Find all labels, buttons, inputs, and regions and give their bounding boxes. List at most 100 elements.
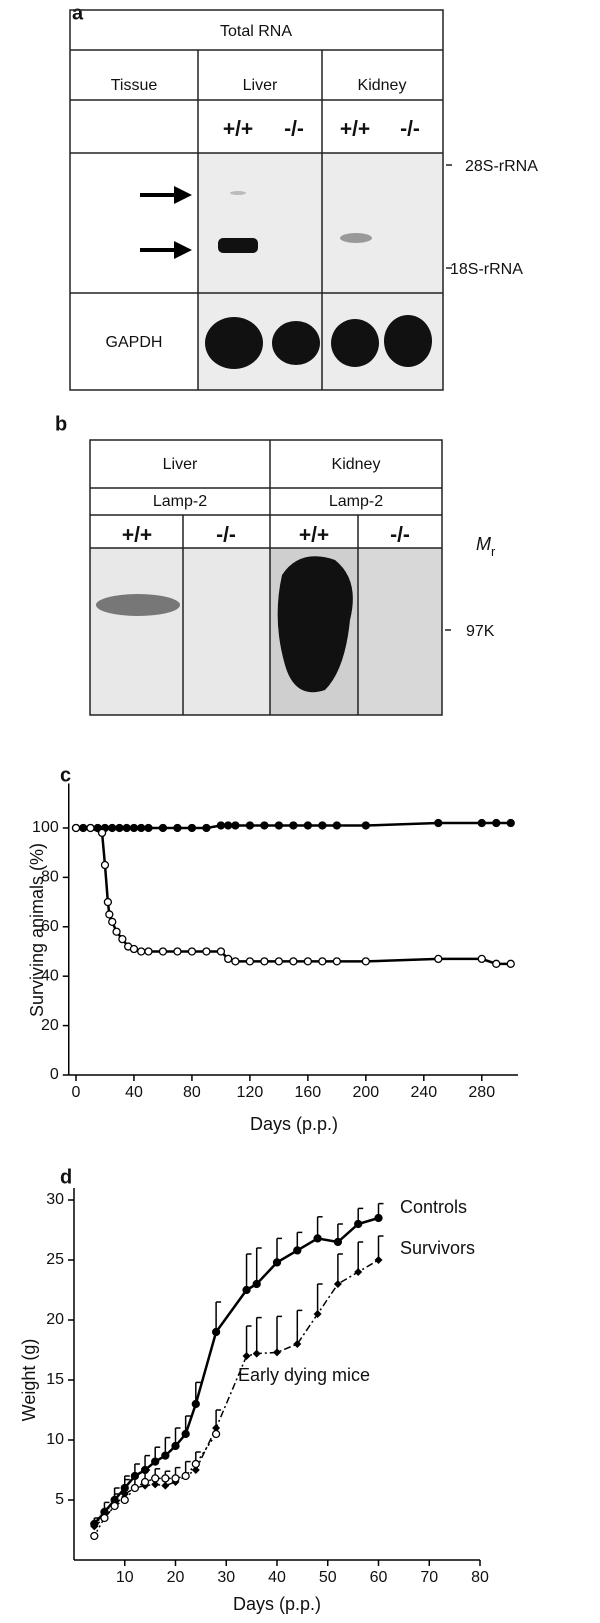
column-header: Tissue <box>111 77 158 94</box>
marker <box>224 821 233 830</box>
marker <box>260 821 269 830</box>
marker <box>90 1522 99 1531</box>
marker <box>289 821 298 830</box>
panel-title: Total RNA <box>220 23 292 40</box>
marker <box>506 959 515 968</box>
marker <box>374 1256 383 1264</box>
y-tick-label: 20 <box>46 1311 64 1328</box>
genotype-label: -/- <box>390 524 410 547</box>
mr-label: Mr <box>476 534 496 559</box>
tissue-label: Kidney <box>332 456 381 473</box>
x-tick-label: 20 <box>167 1569 185 1586</box>
marker <box>303 957 313 966</box>
marker <box>260 957 269 966</box>
marker <box>242 1285 251 1295</box>
y-axis-label: Surviving animals (%) <box>27 843 47 1017</box>
marker <box>161 1474 170 1483</box>
marker <box>361 957 370 966</box>
marker <box>181 1429 190 1439</box>
genotype-label: -/- <box>400 118 420 141</box>
error-bar <box>316 1283 323 1314</box>
marker <box>120 1490 129 1498</box>
error-bar <box>255 1316 262 1354</box>
marker <box>354 1268 363 1276</box>
marker <box>274 821 284 830</box>
marker <box>191 1459 200 1469</box>
series-line <box>75 826 511 966</box>
x-tick-label: 120 <box>237 1084 264 1101</box>
panel-label: c <box>60 764 71 786</box>
genotype-label: +/+ <box>223 118 253 141</box>
error-bar <box>276 1315 282 1353</box>
y-tick-label: 40 <box>41 967 59 984</box>
x-tick-label: 10 <box>116 1569 134 1586</box>
marker <box>332 957 342 966</box>
error-bar <box>245 1325 252 1356</box>
marker <box>187 947 197 956</box>
marker <box>144 947 153 956</box>
marker <box>191 1399 200 1409</box>
table-frame <box>89 439 443 716</box>
panel-label: d <box>60 1166 72 1188</box>
marker-label: 97K <box>466 623 495 640</box>
x-tick-label: 30 <box>217 1569 235 1586</box>
marker <box>97 828 107 838</box>
marker <box>318 821 327 830</box>
antigen-label: Lamp-2 <box>153 493 207 510</box>
marker <box>130 1483 140 1493</box>
x-axis-label: Days (p.p.) <box>233 1594 321 1614</box>
marker <box>245 821 255 830</box>
marker <box>108 917 117 926</box>
marker <box>211 1429 221 1439</box>
marker <box>289 957 298 966</box>
marker <box>103 897 113 907</box>
y-tick-label: 80 <box>41 869 59 886</box>
genotype-label: +/+ <box>122 524 152 547</box>
error-bar <box>296 1309 303 1344</box>
marker <box>173 947 182 956</box>
marker <box>506 818 515 828</box>
tissue-label: Liver <box>163 456 198 473</box>
mr-symbol: M <box>476 534 491 554</box>
marker <box>212 1424 221 1432</box>
error-bar <box>215 1301 222 1332</box>
genotype-label: -/- <box>216 524 236 547</box>
x-tick-label: 280 <box>468 1084 495 1101</box>
marker <box>112 927 121 936</box>
y-axis-label: Weight (g) <box>19 1339 39 1422</box>
marker <box>293 1246 302 1255</box>
marker <box>151 1480 160 1489</box>
marker <box>187 823 197 833</box>
y-tick-label: 15 <box>46 1371 64 1388</box>
marker <box>100 860 110 870</box>
antigen-label: Lamp-2 <box>329 493 383 510</box>
y-tick-label: 60 <box>41 918 59 935</box>
marker <box>333 1237 343 1247</box>
marker <box>318 957 327 966</box>
marker <box>71 823 81 833</box>
marker <box>492 818 501 828</box>
marker <box>313 1310 322 1318</box>
marker <box>245 957 255 966</box>
marker <box>137 947 146 956</box>
marker <box>477 954 486 964</box>
x-tick-label: 60 <box>370 1569 388 1586</box>
marker <box>118 934 127 944</box>
x-tick-label: 160 <box>295 1084 322 1101</box>
marker <box>171 1474 180 1483</box>
arrows <box>140 186 192 259</box>
marker <box>374 1213 383 1223</box>
error-bar <box>357 1241 364 1272</box>
tissue-label: Liver <box>243 77 278 94</box>
marker <box>181 1471 190 1481</box>
marker <box>108 823 117 833</box>
marker <box>216 947 226 956</box>
y-tick-label: 20 <box>41 1017 59 1034</box>
error-bar <box>337 1253 343 1284</box>
marker <box>274 957 284 966</box>
blot-lane <box>358 548 442 715</box>
y-tick-label: 25 <box>46 1251 64 1268</box>
marker <box>151 1457 160 1466</box>
marker <box>202 823 211 833</box>
